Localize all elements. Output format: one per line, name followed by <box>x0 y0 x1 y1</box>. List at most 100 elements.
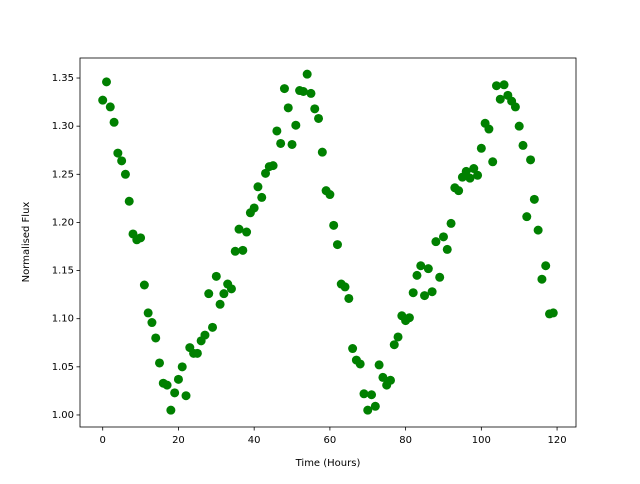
x-tick-label: 120 <box>548 435 567 446</box>
point <box>310 104 320 114</box>
point <box>272 126 282 136</box>
x-tick-label: 100 <box>472 435 491 446</box>
point <box>105 102 115 112</box>
point <box>242 227 252 237</box>
point <box>261 168 271 178</box>
point <box>98 95 108 105</box>
point <box>204 289 214 299</box>
y-tick-label: 1.25 <box>52 169 74 180</box>
point <box>234 224 244 234</box>
point <box>276 138 286 148</box>
point <box>268 161 278 171</box>
point <box>314 113 324 123</box>
point <box>208 322 218 332</box>
point <box>514 121 524 131</box>
point <box>446 218 456 228</box>
point <box>211 271 221 281</box>
point <box>340 282 350 292</box>
point <box>454 186 464 196</box>
plot-frame <box>79 57 577 428</box>
point <box>170 388 180 398</box>
point <box>200 330 210 340</box>
point <box>139 280 149 290</box>
point <box>416 261 426 271</box>
point <box>367 390 377 400</box>
point <box>120 169 130 179</box>
point <box>298 87 308 97</box>
point <box>215 299 225 309</box>
point <box>484 124 494 134</box>
point <box>181 391 191 401</box>
point <box>332 240 342 250</box>
point <box>306 88 316 98</box>
point <box>488 157 498 167</box>
point <box>393 332 403 342</box>
point <box>442 244 452 254</box>
point <box>385 375 395 385</box>
point <box>522 212 532 222</box>
point <box>499 80 509 90</box>
point <box>348 344 358 354</box>
y-tick-label: 1.15 <box>52 266 74 277</box>
point <box>302 69 312 79</box>
point <box>177 362 187 372</box>
point <box>548 308 558 318</box>
point <box>355 359 365 369</box>
point <box>192 348 202 358</box>
point <box>491 81 501 91</box>
point <box>370 401 380 411</box>
point <box>283 103 293 113</box>
point <box>537 274 547 284</box>
x-tick-label: 80 <box>399 435 412 446</box>
point <box>465 173 475 183</box>
point <box>102 77 112 87</box>
point <box>526 155 536 165</box>
x-tick-label: 0 <box>100 435 106 446</box>
y-tick-label: 1.05 <box>52 362 74 373</box>
point <box>518 140 528 150</box>
y-tick-label: 1.00 <box>52 410 74 421</box>
point <box>287 139 297 149</box>
point <box>427 287 437 297</box>
point <box>325 190 335 200</box>
y-tick-label: 1.20 <box>52 217 74 228</box>
point <box>461 166 471 176</box>
point <box>438 232 448 242</box>
point <box>173 374 183 384</box>
x-tick-label: 40 <box>248 435 261 446</box>
point <box>162 380 172 390</box>
point <box>117 156 127 166</box>
point <box>226 284 236 294</box>
point <box>412 270 422 280</box>
point <box>533 225 543 235</box>
point <box>389 340 399 350</box>
point <box>136 233 146 243</box>
point <box>423 264 433 274</box>
point <box>476 143 486 153</box>
point <box>249 203 259 213</box>
point <box>219 289 229 299</box>
x-axis-label: Time (Hours) <box>295 458 361 469</box>
point <box>166 405 176 415</box>
point <box>473 170 483 180</box>
point <box>529 194 539 204</box>
point <box>431 237 441 247</box>
y-tick-label: 1.35 <box>52 73 74 84</box>
x-tick-label: 60 <box>324 435 337 446</box>
point <box>344 293 354 303</box>
y-tick-label: 1.10 <box>52 314 74 325</box>
point <box>291 120 301 130</box>
point <box>109 117 119 127</box>
point <box>151 333 161 343</box>
point <box>359 389 369 399</box>
point <box>113 148 123 158</box>
point <box>147 318 157 328</box>
point <box>238 245 248 255</box>
point <box>435 272 445 282</box>
point <box>541 261 551 271</box>
point <box>253 182 263 192</box>
point <box>230 246 240 256</box>
x-tick-label: 20 <box>172 435 185 446</box>
point <box>124 196 134 206</box>
point <box>420 291 430 301</box>
